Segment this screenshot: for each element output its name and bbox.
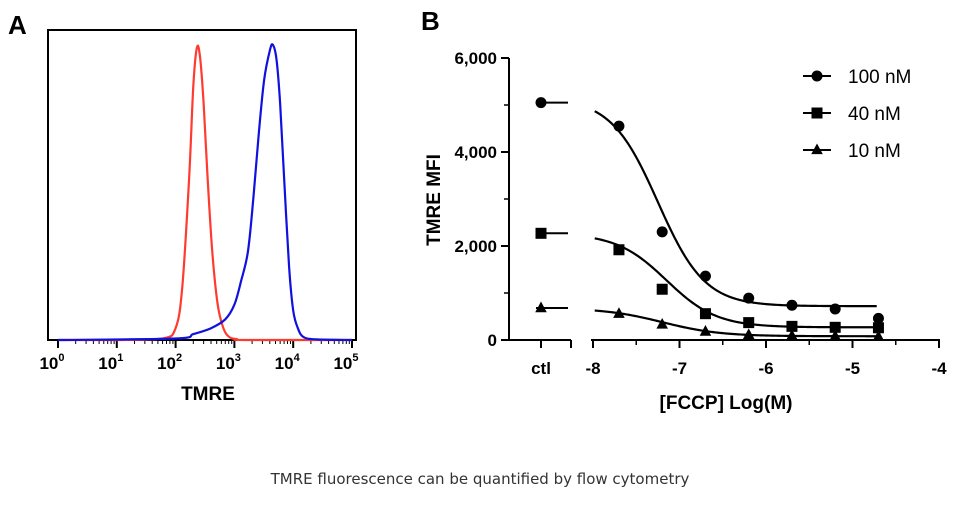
y-tick-label: 6,000 xyxy=(454,49,497,68)
legend-label: 10 nM xyxy=(848,141,901,162)
dose-response-fit-curves xyxy=(536,101,877,338)
histogram-panel: 100 101 102 103 104 105 TMRE xyxy=(39,29,359,405)
dose-response-y-ticks: 0 2,000 4,000 6,000 xyxy=(454,49,509,350)
data-point xyxy=(743,292,755,304)
figure: A 100 101 102 103 104 105 TMRE B 0 2,000 4,000 6… xyxy=(8,6,947,414)
dose-response-y-axis-title: TMRE MFI xyxy=(424,154,445,246)
ctl-point xyxy=(535,97,547,109)
histogram-x-tick-label: 101 xyxy=(98,352,123,373)
legend-label: 100 nM xyxy=(848,67,911,88)
ctl-tick-label: ctl xyxy=(531,359,551,378)
data-point xyxy=(613,120,625,132)
dose-response-axes xyxy=(508,58,940,348)
dose-response-x-ticks: -8 -7 -6 -5 -4 xyxy=(585,340,947,378)
data-point xyxy=(656,226,668,238)
data-point xyxy=(742,328,755,340)
x-tick-label: -8 xyxy=(585,359,600,378)
ctl-point xyxy=(535,301,547,313)
y-tick-label: 0 xyxy=(488,331,497,350)
y-tick-label: 2,000 xyxy=(454,237,497,256)
data-point xyxy=(656,283,668,295)
x-tick-label: -6 xyxy=(758,359,773,378)
ctl-point xyxy=(535,227,547,239)
legend-marker-square xyxy=(811,107,823,119)
histogram-series xyxy=(57,43,353,342)
histogram-x-tick-label: 104 xyxy=(275,352,301,373)
data-point xyxy=(699,270,711,282)
histogram-blue-series xyxy=(57,43,353,342)
data-point xyxy=(829,303,841,315)
data-point xyxy=(613,307,625,318)
histogram-x-axis-title: TMRE xyxy=(181,384,235,405)
legend-label: 40 nM xyxy=(848,104,901,125)
data-point xyxy=(699,308,711,320)
fit-curve-10-nM xyxy=(594,309,877,338)
legend-marker-circle xyxy=(811,70,823,82)
histogram-x-ticks: 100 101 102 103 104 105 xyxy=(39,340,359,373)
data-point xyxy=(872,322,884,334)
data-point xyxy=(829,321,841,333)
panel-a-letter: A xyxy=(8,10,27,40)
y-tick-label: 4,000 xyxy=(454,143,497,162)
histogram-x-tick-label: 103 xyxy=(216,352,241,373)
panel-b-letter: B xyxy=(421,6,440,36)
histogram-red-series xyxy=(58,44,352,342)
data-point xyxy=(743,317,755,329)
figure-caption: TMRE fluorescence can be quantified by f… xyxy=(270,470,690,488)
x-tick-label: -4 xyxy=(931,359,947,378)
data-point xyxy=(613,244,625,256)
data-point xyxy=(699,325,712,336)
legend-marker-triangle xyxy=(811,143,823,155)
legend: 100 nM 40 nM 10 nM xyxy=(803,67,911,162)
data-point xyxy=(872,312,884,324)
x-tick-label: -5 xyxy=(845,359,860,378)
x-tick-label: -7 xyxy=(672,359,687,378)
dose-response-points xyxy=(535,97,885,341)
histogram-axes xyxy=(47,29,357,341)
data-point xyxy=(786,299,798,311)
histogram-x-tick-label: 102 xyxy=(157,352,182,373)
data-point xyxy=(786,320,798,332)
data-point xyxy=(656,318,668,329)
histogram-frame xyxy=(47,29,357,341)
data-point xyxy=(786,329,798,340)
dose-response-x-axis-title: [FCCP] Log(M) xyxy=(660,393,793,414)
data-point xyxy=(829,329,841,341)
fit-curve-100-nM xyxy=(594,110,877,308)
data-point xyxy=(872,330,885,341)
histogram-x-tick-label: 100 xyxy=(39,352,64,373)
histogram-x-tick-label: 105 xyxy=(333,352,358,373)
